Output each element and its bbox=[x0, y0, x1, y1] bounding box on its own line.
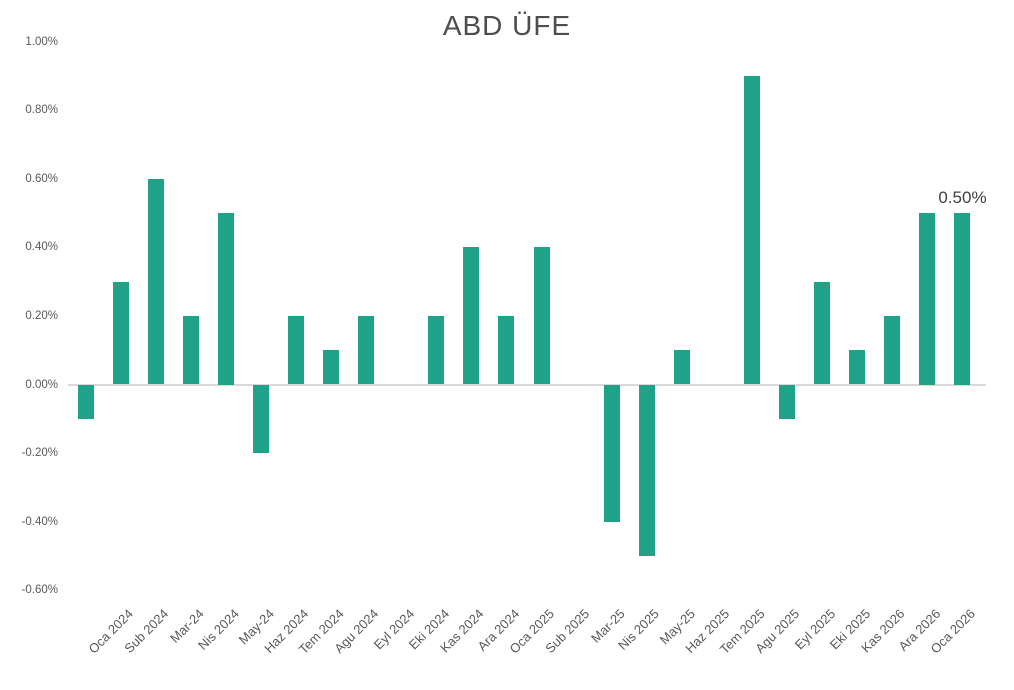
bar-oca-2024 bbox=[112, 281, 129, 385]
bar-nis-2024 bbox=[217, 213, 234, 385]
bar-eki-2024 bbox=[428, 315, 445, 385]
y-axis-label: -0.60% bbox=[21, 584, 58, 597]
bar-oca-2026 bbox=[954, 213, 971, 385]
y-axis-label: -0.20% bbox=[21, 447, 58, 460]
y-axis-label: 0.60% bbox=[25, 172, 58, 185]
bar-may-24 bbox=[252, 384, 269, 454]
y-axis-label: 0.20% bbox=[25, 309, 58, 322]
bar-eyl-2025 bbox=[814, 281, 831, 385]
bar-ara-2024 bbox=[498, 315, 515, 385]
bar-mar-24 bbox=[182, 315, 199, 385]
bar-unlabeled bbox=[77, 384, 94, 419]
bar-ara-2026 bbox=[919, 213, 936, 385]
y-axis-label: 0.00% bbox=[25, 378, 58, 391]
data-label-last-value: 0.50% bbox=[938, 188, 987, 207]
bar-agu-2025 bbox=[779, 384, 796, 419]
bar-eki-2025 bbox=[849, 350, 866, 385]
y-axis-label: 1.00% bbox=[25, 35, 58, 48]
bar-kas-2026 bbox=[884, 315, 901, 385]
zero-axis-line bbox=[68, 383, 986, 386]
bar-tem-2025 bbox=[744, 75, 760, 385]
bar-oca-2025 bbox=[533, 247, 550, 385]
bar-nis-2025 bbox=[638, 384, 655, 556]
bar-tem-2024 bbox=[323, 350, 340, 385]
bar-may-25 bbox=[673, 350, 690, 385]
y-axis-label: 0.40% bbox=[25, 241, 58, 254]
bar-haz-2024 bbox=[288, 315, 304, 385]
bar-agu-2024 bbox=[358, 315, 375, 385]
bar-sub-2024 bbox=[147, 178, 164, 385]
chart-title: ABD ÜFE bbox=[442, 10, 572, 41]
bar-mar-25 bbox=[603, 384, 620, 522]
bar-kas-2024 bbox=[463, 247, 480, 385]
y-axis-label: -0.40% bbox=[21, 515, 58, 528]
y-axis-label: 0.80% bbox=[25, 104, 58, 117]
